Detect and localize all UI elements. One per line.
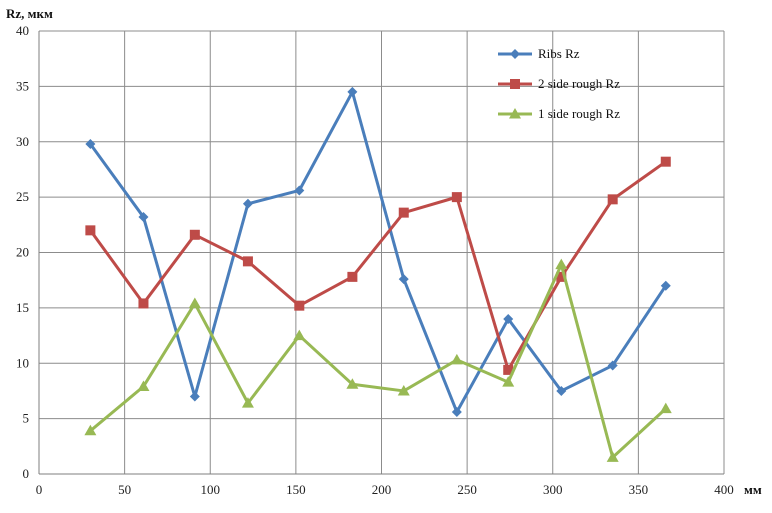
y-tick-label: 10 (16, 355, 29, 370)
data-point-triangle (555, 258, 568, 270)
y-tick-label: 30 (16, 134, 29, 149)
data-point-square (510, 79, 520, 89)
data-point-square (347, 271, 358, 282)
data-point-triangle (450, 353, 463, 365)
data-point-diamond (398, 274, 409, 285)
series-line (89, 263, 667, 459)
x-tick-label: 350 (629, 482, 649, 497)
x-tick-label: 0 (36, 482, 43, 497)
data-point-triangle (509, 108, 521, 119)
legend-label: 2 side rough Rz (538, 76, 620, 91)
data-point-diamond (294, 185, 305, 196)
data-point-triangle (397, 384, 410, 396)
data-point-diamond (660, 280, 671, 291)
legend-entry: 1 side rough Rz (498, 106, 620, 121)
data-point-diamond (556, 385, 567, 396)
data-point-triangle (241, 397, 254, 408)
data-point-square (189, 229, 200, 240)
legend-label: Ribs Rz (538, 46, 580, 61)
legend-entry: 2 side rough Rz (498, 76, 620, 91)
data-point-square (607, 194, 618, 205)
data-point-square (398, 207, 409, 218)
data-point-diamond (451, 406, 462, 417)
data-point-triangle (502, 376, 515, 387)
y-tick-label: 5 (23, 411, 30, 426)
x-tick-label: 400 (714, 482, 734, 497)
data-point-diamond (242, 198, 253, 209)
y-tick-label: 20 (16, 245, 29, 260)
x-axis-title: мм (744, 482, 762, 497)
y-tick-labels: 0 5 10 15 20 25 30 35 40 (16, 23, 29, 481)
data-point-triangle (188, 297, 201, 308)
axes (38, 31, 724, 475)
x-tick-label: 200 (372, 482, 392, 497)
data-point-triangle (293, 329, 306, 341)
x-tick-label: 50 (118, 482, 131, 497)
data-point-square (451, 192, 462, 203)
data-point-diamond (189, 391, 200, 402)
data-point-triangle (659, 402, 672, 414)
data-point-square (660, 156, 671, 167)
plot-area (84, 86, 672, 462)
data-point-diamond (85, 138, 96, 149)
data-point-square (242, 256, 253, 267)
series-1 (85, 86, 671, 417)
x-tick-label: 300 (543, 482, 563, 497)
data-point-diamond (347, 86, 358, 97)
data-point-diamond (607, 360, 618, 371)
y-tick-label: 25 (16, 189, 29, 204)
series-3 (84, 258, 672, 462)
legend-entry: Ribs Rz (498, 46, 580, 61)
data-point-square (503, 364, 514, 375)
grid-lines (38, 30, 725, 475)
series-line (89, 160, 667, 372)
legend: Ribs Rz 2 side rough Rz 1 side rough Rz (498, 46, 620, 121)
data-point-square (294, 300, 305, 311)
x-tick-labels: 0 50 100 150 200 250 300 350 400 (36, 482, 734, 497)
y-tick-label: 15 (16, 300, 29, 315)
data-point-diamond (503, 313, 514, 324)
x-tick-label: 150 (286, 482, 306, 497)
data-point-diamond (138, 212, 149, 223)
data-point-square (85, 225, 96, 236)
data-point-triangle (606, 451, 619, 462)
y-axis-title: Rz, мкм (6, 6, 53, 21)
y-tick-label: 40 (16, 23, 29, 38)
y-tick-label: 35 (16, 78, 29, 93)
x-tick-label: 250 (457, 482, 477, 497)
legend-label: 1 side rough Rz (538, 106, 620, 121)
data-point-diamond (510, 49, 520, 59)
data-point-triangle (346, 378, 359, 389)
data-point-square (556, 271, 567, 282)
data-point-triangle (84, 424, 97, 436)
series-line (89, 90, 668, 414)
series-2 (85, 156, 671, 375)
data-point-triangle (137, 380, 150, 392)
data-point-square (138, 298, 149, 309)
x-tick-label: 100 (201, 482, 221, 497)
y-tick-label: 0 (23, 466, 30, 481)
